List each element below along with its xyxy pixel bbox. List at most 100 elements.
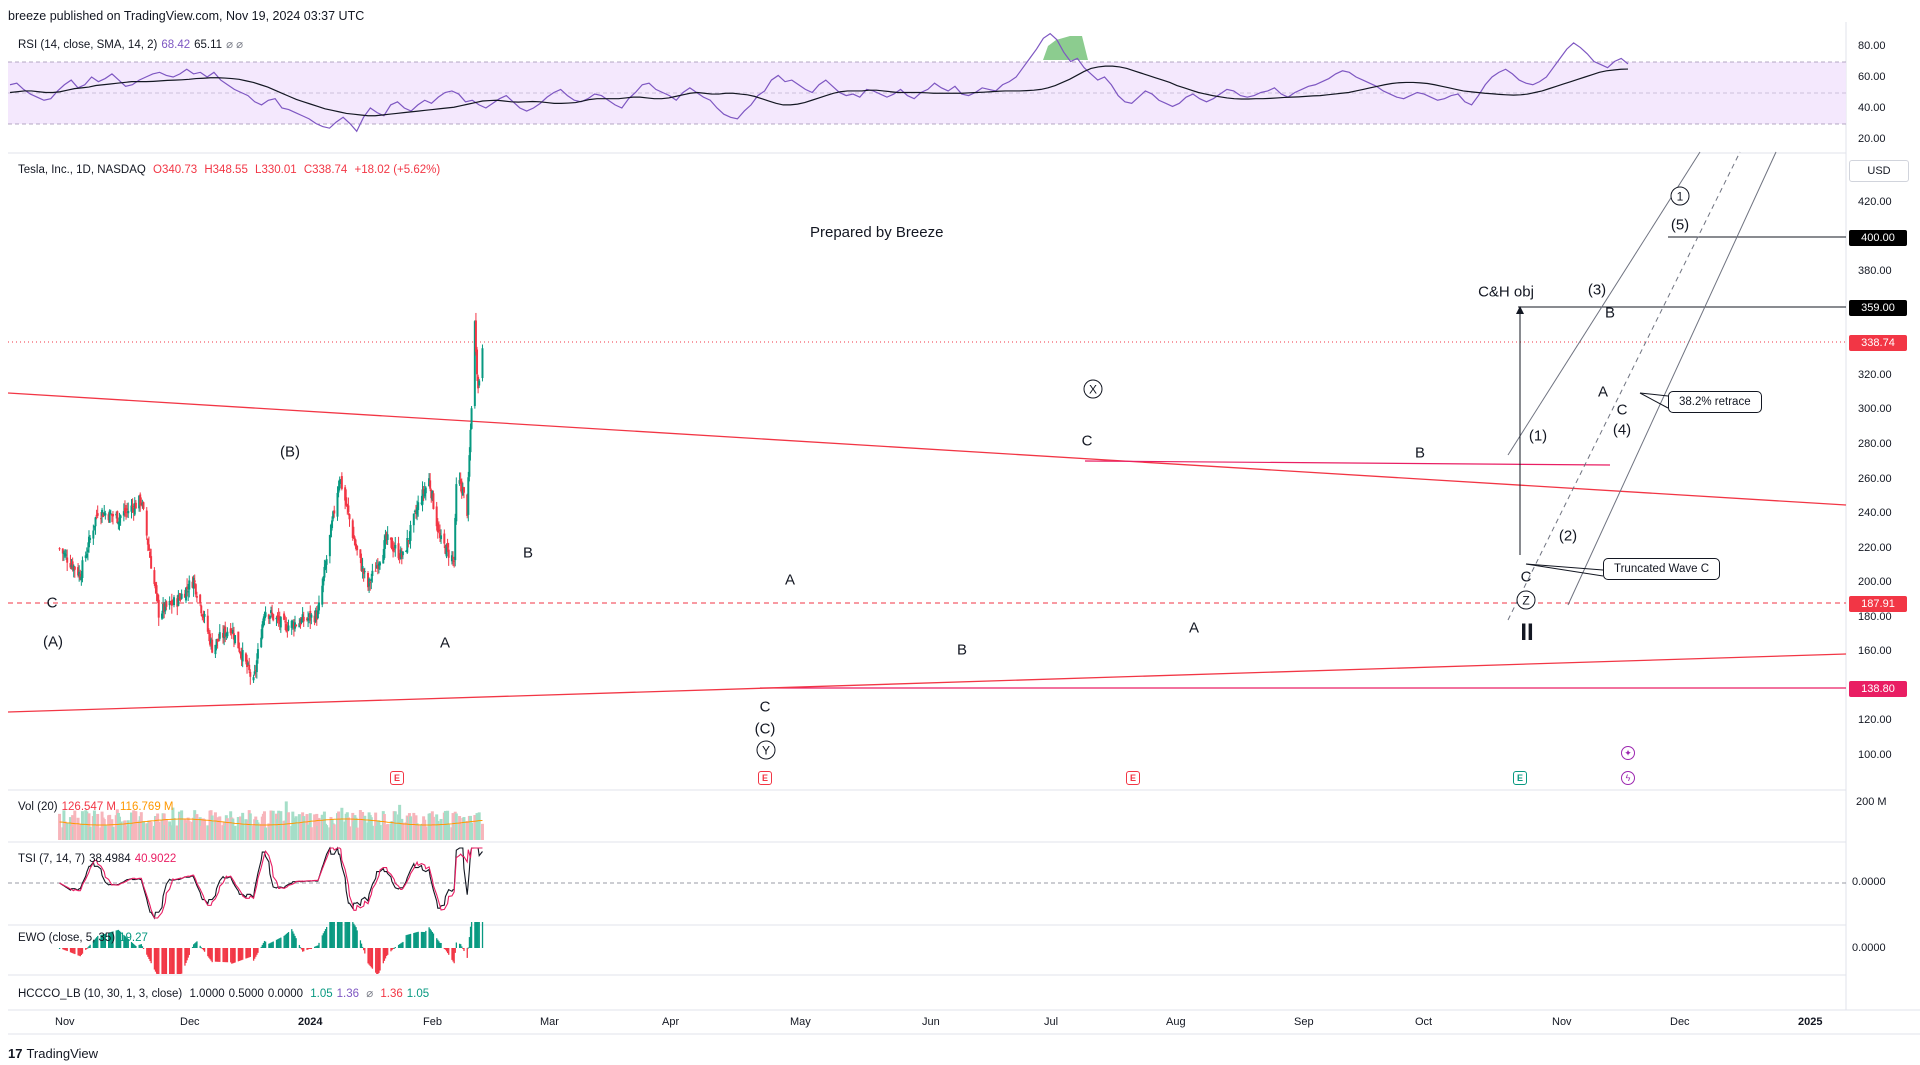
retrace-callout[interactable]: 38.2% retrace	[1668, 391, 1762, 413]
ewo-bar	[184, 948, 186, 966]
earnings-icon[interactable]: E	[758, 771, 772, 785]
ewo-bar	[448, 948, 450, 955]
time-axis-label: Nov	[55, 1016, 75, 1028]
ewo-bar	[477, 922, 479, 948]
candle	[72, 564, 75, 578]
volume-bar	[187, 821, 191, 840]
volume-bar	[180, 810, 184, 840]
ewo-bar	[408, 934, 411, 948]
circled-wave-label: Z	[1516, 590, 1536, 610]
candle	[438, 524, 441, 542]
candle	[183, 589, 186, 598]
price-tag: 400.00	[1849, 229, 1907, 246]
candle	[255, 653, 258, 679]
volume-pane	[58, 801, 484, 840]
candle	[260, 629, 263, 649]
candle	[168, 596, 171, 610]
truncated-wave-callout[interactable]: Truncated Wave C	[1603, 558, 1721, 580]
ewo-bar	[217, 948, 219, 962]
ewo-bar	[461, 946, 463, 948]
candle	[195, 591, 198, 603]
ewo-bar	[179, 948, 182, 974]
volume-bar	[462, 817, 466, 840]
candle	[455, 477, 458, 525]
ewo-bar	[78, 948, 80, 956]
candle	[149, 548, 152, 558]
ewo-bar	[135, 946, 137, 948]
ewo-bar	[378, 948, 380, 973]
candle	[429, 473, 432, 492]
ewo-bar	[429, 928, 431, 948]
candle	[406, 529, 409, 554]
ewo-bar	[379, 948, 381, 971]
volume-bar	[129, 812, 133, 840]
wave-label: B	[1604, 304, 1616, 322]
ewo-bar	[272, 941, 274, 948]
candle	[440, 529, 443, 544]
candle	[466, 493, 469, 519]
ewo-bar	[299, 947, 302, 949]
candle	[92, 524, 95, 545]
price-axis-tick: 280.00	[1858, 437, 1892, 450]
candle	[414, 504, 417, 519]
candle	[417, 495, 420, 517]
candle	[77, 563, 80, 578]
time-axis-label: Sep	[1294, 1016, 1314, 1028]
candle	[371, 563, 374, 583]
price-axis-tick: 320.00	[1858, 368, 1892, 381]
candle	[164, 599, 167, 615]
volume-bar	[248, 813, 252, 840]
candle	[344, 484, 347, 510]
candle	[202, 610, 205, 623]
volume-bar	[141, 821, 145, 840]
candle	[125, 504, 128, 520]
ewo-bar	[428, 927, 430, 948]
ewo-bar	[66, 948, 68, 952]
candle	[73, 566, 76, 578]
candle	[130, 499, 133, 519]
ewo-bar	[344, 922, 346, 948]
wave-label: C	[46, 594, 58, 612]
ewo-bar	[438, 941, 440, 948]
earnings-icon[interactable]: E	[390, 771, 404, 785]
ewo-bar	[74, 948, 76, 955]
tsi-legend: TSI (7, 14, 7) 38.4984 40.9022	[18, 853, 177, 865]
ewo-bar	[146, 948, 148, 955]
candle	[223, 625, 226, 646]
ewo-bar	[138, 944, 140, 948]
candle	[170, 593, 173, 614]
candle	[240, 647, 243, 667]
candle	[94, 516, 97, 535]
event-lightning-icon[interactable]: ϟ	[1621, 771, 1635, 785]
currency-button[interactable]: USD	[1849, 160, 1909, 182]
candle	[179, 593, 182, 602]
volume-bar	[355, 827, 359, 840]
ewo-bar	[416, 932, 418, 948]
channel-upper	[1507, 151, 1701, 456]
candle	[454, 513, 457, 567]
candle	[355, 539, 358, 551]
ewo-bar	[208, 948, 210, 958]
ewo-bar	[355, 927, 357, 948]
candle	[225, 632, 228, 641]
ewo-bar	[339, 922, 341, 948]
ewo-bar	[369, 948, 371, 967]
candle	[84, 551, 87, 562]
candle	[111, 511, 114, 525]
event-star-icon[interactable]: ✦	[1621, 746, 1635, 760]
candle	[277, 608, 280, 627]
ewo-bar	[125, 936, 127, 948]
candle	[412, 513, 415, 533]
ewo-bar	[234, 948, 236, 963]
earnings-icon[interactable]: E	[1126, 771, 1140, 785]
candle	[409, 520, 412, 549]
volume-bar	[439, 818, 443, 840]
ewo-bar	[102, 934, 104, 948]
earnings-icon[interactable]: E	[1513, 771, 1527, 785]
ewo-bar	[109, 932, 111, 948]
price-axis-tick: 160.00	[1858, 645, 1892, 658]
candle	[351, 518, 354, 541]
candle	[307, 611, 310, 628]
candle	[392, 540, 395, 558]
